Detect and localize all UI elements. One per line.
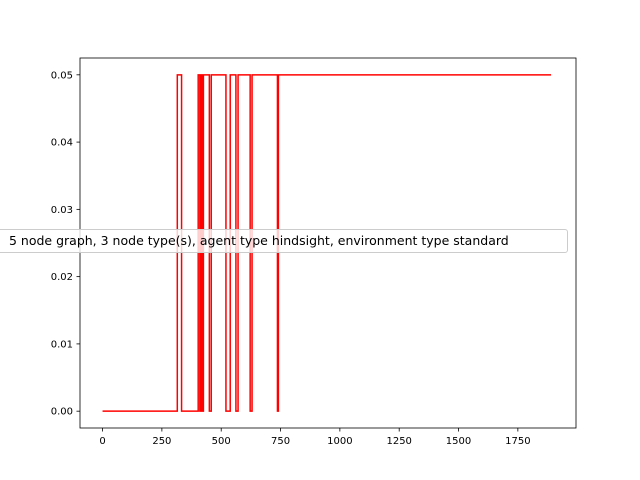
y-tick-label: 0.04 <box>51 138 73 149</box>
x-tick-label: 250 <box>152 436 171 447</box>
x-axis: 0 250 500 750 1000 1250 1500 1750 <box>99 428 531 447</box>
x-tick-label: 750 <box>271 436 290 447</box>
x-tick-label: 1250 <box>386 436 411 447</box>
y-axis: 0.00 0.01 0.02 0.03 0.04 0.05 <box>51 70 80 418</box>
y-tick-label: 0.05 <box>51 70 73 81</box>
legend-entry-label: 5 node graph, 3 node type(s), agent type… <box>9 233 509 248</box>
x-tick-label: 1750 <box>505 436 530 447</box>
x-tick-label: 1000 <box>327 436 352 447</box>
y-tick-label: 0.00 <box>51 407 73 418</box>
y-tick-label: 0.01 <box>51 339 73 350</box>
y-tick-label: 0.03 <box>51 205 73 216</box>
x-tick-label: 500 <box>212 436 231 447</box>
legend: 5 node graph, 3 node type(s), agent type… <box>0 229 568 253</box>
x-tick-label: 0 <box>99 436 105 447</box>
x-tick-label: 1500 <box>446 436 471 447</box>
y-tick-label: 0.02 <box>51 272 73 283</box>
